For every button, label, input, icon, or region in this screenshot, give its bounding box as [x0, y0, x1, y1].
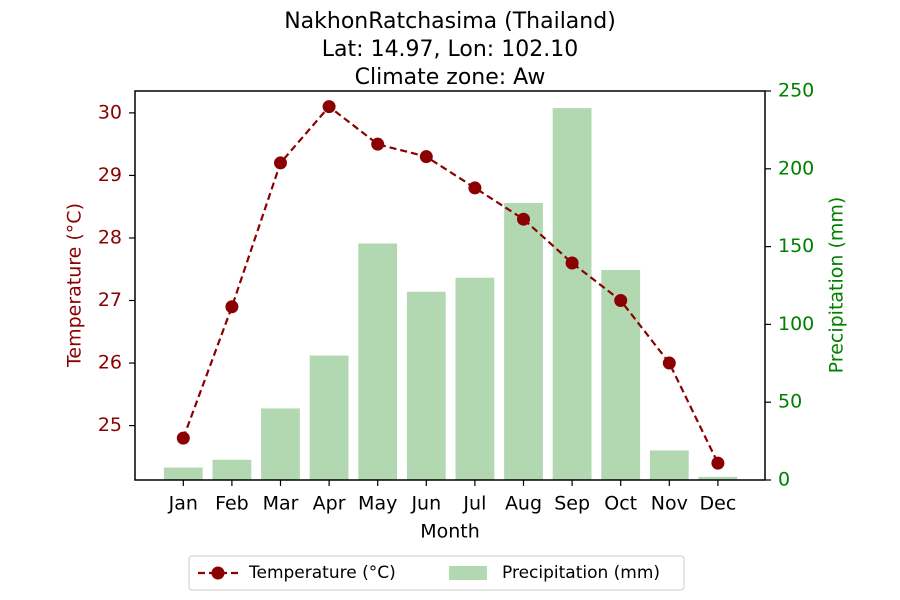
chart-title-line-2: Lat: 14.97, Lon: 102.10 — [322, 37, 578, 62]
precipitation-tick-label: 100 — [778, 313, 814, 335]
precipitation-bar — [698, 476, 738, 480]
plot-frame — [134, 90, 766, 481]
precipitation-bar — [212, 459, 252, 480]
chart-title: NakhonRatchasima (Thailand) Lat: 14.97, … — [284, 9, 616, 90]
precipitation-bar — [455, 277, 495, 480]
temperature-tick-label: 25 — [98, 414, 122, 436]
x-tick-label: Jul — [462, 493, 486, 515]
x-tick-label: May — [358, 493, 397, 515]
temperature-point — [419, 150, 433, 164]
temperature-point — [322, 100, 336, 114]
precipitation-bar — [649, 450, 689, 480]
precipitation-tick-label: 0 — [778, 469, 790, 491]
x-tick-label: Jan — [168, 493, 198, 515]
temperature-line — [182, 105, 719, 464]
legend: Temperature (°C) Precipitation (mm) — [188, 555, 685, 591]
temperature-point — [565, 256, 579, 270]
temperature-point — [176, 431, 190, 445]
temperature-point — [468, 181, 482, 195]
temperature-tick-label: 28 — [98, 226, 122, 248]
temperature-point — [225, 300, 239, 314]
precipitation-tick-label: 200 — [778, 157, 814, 179]
precipitation-bar — [358, 243, 398, 480]
x-tick-label: Jun — [410, 493, 441, 515]
precipitation-bar — [163, 467, 203, 480]
x-tick-label: Oct — [604, 493, 637, 515]
x-axis-label: Month — [420, 521, 480, 543]
precipitation-bar — [406, 291, 446, 480]
precipitation-bar — [309, 355, 349, 480]
temperature-axis: 25 26 27 28 29 30 — [98, 101, 135, 436]
legend-temperature-marker — [211, 566, 225, 580]
chart-title-line-1: NakhonRatchasima (Thailand) — [284, 9, 616, 34]
x-tick-label: Dec — [700, 493, 737, 515]
precipitation-tick-label: 50 — [778, 391, 802, 413]
x-tick-label: Sep — [554, 493, 590, 515]
legend-precipitation-swatch — [449, 566, 487, 580]
precipitation-axis-label: Precipitation (mm) — [826, 197, 848, 374]
precipitation-tick-label: 250 — [778, 80, 814, 102]
temperature-point — [614, 294, 628, 308]
temperature-tick-label: 30 — [98, 101, 122, 123]
temperature-point — [517, 212, 530, 226]
chart-title-line-3: Climate zone: Aw — [355, 65, 546, 90]
legend-box — [188, 555, 685, 591]
temperature-series — [176, 100, 725, 470]
legend-temperature-label: Temperature (°C) — [248, 563, 396, 583]
temperature-tick-label: 29 — [98, 164, 122, 186]
x-tick-label: Aug — [505, 493, 542, 515]
temperature-point — [662, 356, 676, 370]
x-tick-label: Apr — [313, 493, 346, 515]
temperature-point — [711, 456, 725, 470]
temperature-point — [371, 137, 385, 151]
temperature-point — [274, 156, 287, 170]
precipitation-bar — [504, 203, 543, 481]
x-axis: Jan Feb Mar Apr May Jun Jul Aug Sep Oct Nov Dec — [168, 480, 737, 515]
precipitation-bar — [552, 108, 592, 480]
precipitation-bar — [261, 408, 300, 480]
precipitation-axis: 0 50 100 150 200 250 — [765, 80, 814, 491]
temperature-axis-label: Temperature (°C) — [64, 203, 86, 368]
legend-precipitation-label: Precipitation (mm) — [502, 563, 660, 583]
x-tick-label: Mar — [263, 493, 299, 515]
precipitation-tick-label: 150 — [778, 235, 814, 257]
precipitation-bars — [163, 108, 738, 481]
temperature-tick-label: 27 — [98, 289, 122, 311]
x-tick-label: Nov — [651, 493, 688, 515]
x-tick-label: Feb — [215, 493, 249, 515]
temperature-tick-label: 26 — [98, 352, 122, 374]
